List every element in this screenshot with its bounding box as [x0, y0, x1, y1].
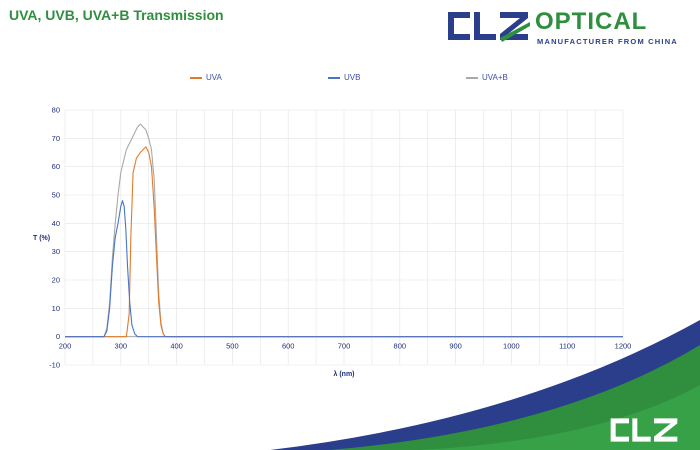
legend-item-uva: UVA	[190, 73, 222, 82]
legend-label-uva: UVA	[206, 73, 222, 82]
x-tick-label: 500	[226, 342, 239, 351]
company-logo: OPTICAL MANUFACTURER FROM CHINA	[442, 8, 692, 48]
y-tick-label: 0	[56, 332, 60, 341]
y-tick-label: 40	[52, 219, 60, 228]
clz-logo-mark	[448, 12, 530, 42]
y-tick-label: 80	[52, 106, 60, 115]
legend-label-uvb: UVB	[344, 73, 361, 82]
y-tick-label: 60	[52, 162, 60, 171]
chart-title: UVA, UVB, UVA+B Transmission	[9, 7, 224, 23]
x-tick-label: 1100	[559, 342, 575, 351]
x-tick-label: 600	[282, 342, 295, 351]
x-tick-label: 400	[170, 342, 183, 351]
legend-swatch-uvab	[466, 76, 478, 79]
chart-grid	[64, 109, 624, 366]
legend-item-uvab: UVA+B	[466, 73, 508, 82]
x-tick-label: 300	[115, 342, 128, 351]
x-tick-label: 1000	[503, 342, 520, 351]
y-tick-label: -10	[49, 361, 60, 370]
y-tick-label: 30	[52, 247, 60, 256]
y-tick-label: 10	[52, 304, 60, 313]
legend-swatch-uva	[190, 76, 202, 79]
x-tick-label: 900	[449, 342, 462, 351]
x-axis-label: λ (nm)	[334, 370, 355, 378]
brand-tagline: MANUFACTURER FROM CHINA	[537, 37, 678, 46]
brand-name: OPTICAL	[535, 8, 648, 35]
x-tick-label: 200	[59, 342, 72, 351]
y-tick-label: 70	[52, 134, 60, 143]
x-tick-label: 800	[394, 342, 407, 351]
legend-item-uvb: UVB	[328, 73, 360, 82]
x-tick-label: 1200	[615, 342, 632, 351]
footer-logo-mark	[610, 418, 678, 442]
chart-axes: -10 0 10 20 30 40 50 60 70 80 200 300 400 500 600 700 80…	[49, 106, 631, 370]
legend-swatch-uvb	[328, 76, 340, 79]
y-tick-label: 50	[52, 191, 60, 200]
legend-label-uvab: UVA+B	[482, 73, 508, 82]
chart-legend: UVA UVB UVA+B	[0, 73, 700, 87]
y-axis-label: T (%)	[33, 235, 50, 242]
x-tick-label: 700	[338, 342, 351, 351]
y-tick-label: 20	[52, 276, 60, 285]
